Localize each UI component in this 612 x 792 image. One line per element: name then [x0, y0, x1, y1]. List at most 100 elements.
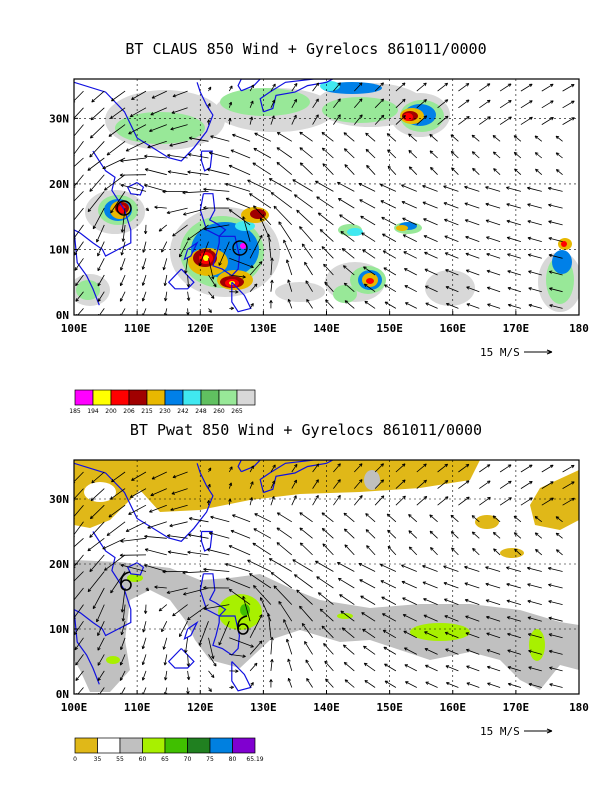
- wind-vector: [249, 261, 263, 276]
- wind-vector: [363, 266, 376, 276]
- claus-wind-vectors: [74, 82, 575, 315]
- wind-vector: [230, 149, 251, 159]
- wind-vector: [120, 208, 126, 233]
- wind-vector: [374, 98, 385, 109]
- wind-vector: [170, 504, 188, 511]
- wind-vector: [364, 680, 376, 688]
- coastline-segment: [126, 182, 145, 196]
- wind-vector: [312, 98, 319, 109]
- wind-vector: [555, 169, 563, 176]
- wind-vector: [166, 207, 188, 215]
- wind-vector: [103, 554, 126, 571]
- wind-vector: [336, 562, 355, 572]
- wind-vector: [89, 174, 105, 192]
- wind-vector: [424, 285, 438, 293]
- wind-vector: [119, 670, 126, 681]
- wind-vector: [268, 178, 292, 192]
- pwat-wind-vectors: [74, 463, 575, 694]
- wind-vector: [479, 464, 491, 473]
- wind-vector: [381, 596, 397, 605]
- wind-vector: [333, 82, 341, 92]
- wind-vector: [183, 207, 209, 216]
- wind-vector: [387, 165, 397, 175]
- wind-vector: [366, 164, 376, 175]
- wind-vector: [207, 103, 211, 108]
- wind-vector: [401, 564, 417, 572]
- wind-vector: [317, 592, 334, 605]
- claus-panel-title: BT CLAUS 850 Wind + Gyrelocs 861011/0000: [125, 40, 487, 58]
- wind-vector: [429, 133, 438, 142]
- wind-vector: [353, 495, 363, 506]
- wind-vector: [451, 167, 459, 175]
- pwat-colorbar-label: 75: [206, 756, 214, 763]
- wind-vector: [144, 564, 167, 572]
- wind-vector: [119, 173, 147, 177]
- wind-vector: [520, 464, 533, 473]
- wind-vector: [92, 207, 105, 230]
- wind-vector: [492, 135, 501, 142]
- claus-colorbar-swatch: [218, 389, 238, 406]
- wind-vector: [186, 654, 191, 667]
- wind-vector: [323, 643, 334, 655]
- wind-vector: [187, 170, 209, 176]
- wind-vector: [74, 587, 84, 601]
- wind-vector: [182, 190, 209, 195]
- wind-vector: [528, 303, 542, 309]
- wind-vector: [228, 209, 251, 226]
- wind-vector: [299, 542, 313, 556]
- pwat-colorbar: 0 35 55 60 65 70 75 80 65.19: [73, 737, 264, 763]
- wind-vector: [179, 621, 188, 638]
- wind-vector: [110, 191, 126, 214]
- wind-vector: [228, 545, 251, 556]
- wind-vector: [562, 84, 575, 92]
- wind-vector: [555, 549, 563, 556]
- claus-lat-tick-label: 0N: [56, 309, 69, 322]
- wind-vector: [520, 83, 533, 92]
- claus-colorbar-swatch: [236, 389, 256, 406]
- wind-vector: [249, 465, 254, 473]
- wind-vector: [422, 565, 438, 572]
- wind-vector: [167, 550, 188, 556]
- wind-vector: [74, 258, 84, 271]
- wind-vector: [249, 100, 254, 108]
- coastline-segment: [183, 241, 199, 261]
- wind-vector: [120, 157, 147, 163]
- pwat-colorbar-swatch: [119, 737, 143, 754]
- wind-vector: [344, 679, 355, 688]
- pwat-lon-tick-label: 170E: [503, 701, 530, 714]
- claus-lon-tick-label: 120E: [187, 322, 214, 335]
- wind-vector: [535, 548, 543, 556]
- wind-vector: [549, 683, 563, 688]
- wind-vector: [287, 677, 293, 688]
- wind-vector: [402, 217, 417, 226]
- claus-colorbar-swatch: [146, 389, 166, 406]
- pwat-lat-tick-label: 10N: [49, 623, 69, 636]
- wind-vector: [270, 279, 274, 292]
- wind-vector: [492, 515, 501, 523]
- wind-vector: [228, 588, 251, 605]
- wind-vector: [141, 637, 147, 650]
- wind-vector: [150, 488, 167, 497]
- wind-vector: [74, 157, 84, 169]
- wind-vector: [143, 224, 148, 235]
- wind-vector: [444, 218, 459, 226]
- claus-lon-tick-label: 100E: [61, 322, 88, 335]
- wind-vector: [458, 463, 470, 473]
- wind-vector: [147, 140, 167, 149]
- claus-lon-tick-label: 110E: [124, 322, 151, 335]
- wind-vector: [333, 479, 341, 489]
- wind-vector: [97, 258, 105, 272]
- wind-vector: [208, 151, 230, 159]
- wind-vector: [416, 82, 427, 92]
- wind-vector: [562, 464, 575, 473]
- wind-vector: [269, 679, 273, 688]
- wind-vector: [386, 133, 397, 142]
- wind-vector: [485, 582, 501, 589]
- wind-vector: [340, 231, 355, 242]
- wind-vector: [287, 279, 293, 292]
- wind-vector: [408, 514, 418, 523]
- claus-lon-tick-label: 180: [569, 322, 589, 335]
- wind-vector: [252, 162, 272, 176]
- coastline-segment: [167, 268, 195, 290]
- wind-vector: [383, 267, 397, 276]
